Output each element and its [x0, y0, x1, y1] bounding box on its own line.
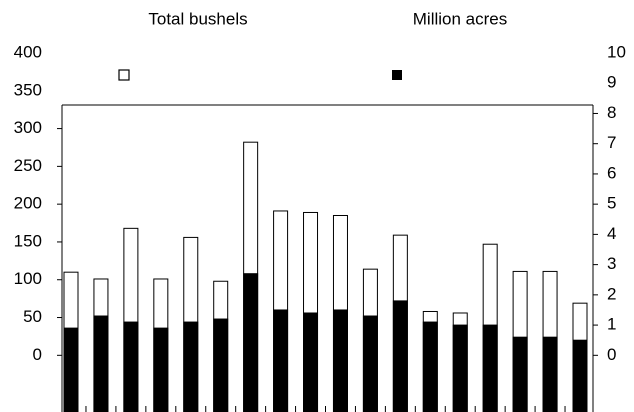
- bar: [452, 324, 468, 412]
- y-tick-label: 0: [33, 345, 42, 364]
- bar: [482, 324, 498, 412]
- legend-marker: [392, 70, 402, 80]
- y2-tick-label: 1: [607, 315, 616, 334]
- y-tick-label: 150: [14, 231, 42, 250]
- y-tick-label: 300: [14, 118, 42, 137]
- y-tick-label: 400: [14, 42, 42, 61]
- bar: [332, 309, 348, 412]
- y2-tick-label: 5: [607, 194, 616, 213]
- y-tick-label: 350: [14, 80, 42, 99]
- bar: [63, 327, 79, 412]
- y2-tick-label: 0: [607, 345, 616, 364]
- bar: [183, 321, 199, 412]
- bar: [303, 312, 319, 412]
- bar: [572, 339, 588, 412]
- bar: [273, 309, 289, 412]
- bar: [93, 315, 109, 412]
- legend-marker: [118, 69, 130, 81]
- bar: [422, 321, 438, 412]
- y2-tick-label: 10: [607, 42, 626, 61]
- y-tick-label: 50: [23, 307, 42, 326]
- series-label: Million acres: [413, 9, 507, 28]
- bar: [213, 318, 229, 412]
- y-tick-label: 250: [14, 156, 42, 175]
- bar: [243, 273, 259, 412]
- y2-tick-label: 6: [607, 163, 616, 182]
- y2-tick-label: 7: [607, 133, 616, 152]
- series-label: Total bushels: [148, 9, 247, 28]
- bar: [153, 327, 169, 412]
- y2-tick-label: 3: [607, 254, 616, 273]
- bar: [392, 300, 408, 412]
- bar: [512, 336, 528, 412]
- y2-tick-label: 4: [607, 224, 616, 243]
- bar: [123, 321, 139, 412]
- y2-tick-label: 2: [607, 284, 616, 303]
- y-tick-label: 200: [14, 194, 42, 213]
- y2-tick-label: 9: [607, 73, 616, 92]
- y2-tick-label: 8: [607, 103, 616, 122]
- bar: [362, 315, 378, 412]
- bar: [542, 336, 558, 412]
- y-tick-label: 100: [14, 269, 42, 288]
